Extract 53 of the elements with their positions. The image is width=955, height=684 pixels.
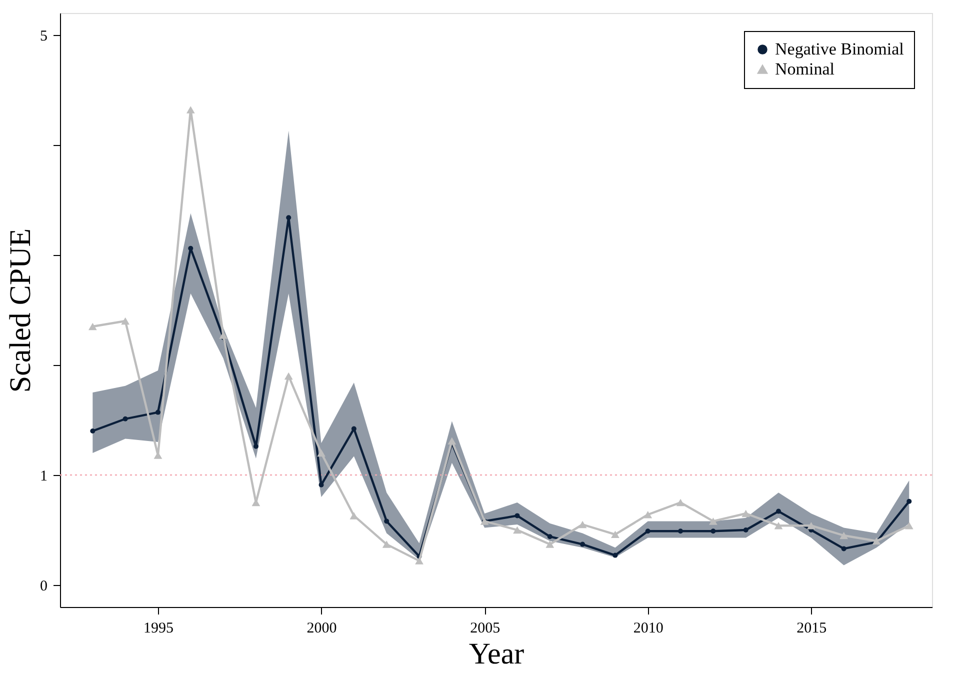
point: [678, 528, 684, 534]
point: [318, 482, 324, 488]
point: [253, 444, 258, 449]
y-tick-label: 5: [40, 28, 48, 44]
legend-label: Nominal: [775, 60, 835, 78]
point: [122, 416, 128, 422]
point: [612, 552, 618, 558]
point: [743, 528, 748, 532]
point: [514, 513, 520, 518]
point: [286, 215, 292, 220]
point: [904, 522, 914, 530]
legend-label: Negative Binomial: [775, 40, 904, 58]
point: [742, 510, 750, 518]
x-axis-title: Year: [468, 638, 524, 670]
point: [806, 522, 816, 530]
point: [710, 528, 716, 534]
point: [644, 510, 652, 518]
point: [284, 372, 293, 380]
point: [645, 528, 650, 534]
y-axis-title: Scaled CPUE: [4, 228, 37, 393]
point: [580, 542, 586, 547]
point: [709, 518, 718, 525]
point: [351, 426, 356, 432]
x-tick-label: 1995: [143, 620, 174, 636]
point: [90, 428, 96, 434]
x-tick-label: 2010: [633, 620, 664, 636]
point: [88, 322, 97, 330]
x-tick-label: 2000: [306, 620, 337, 636]
point: [382, 540, 391, 548]
point: [872, 537, 881, 545]
point: [774, 522, 783, 530]
point: [776, 508, 781, 514]
point: [547, 534, 552, 540]
x-tick-label: 2005: [470, 620, 500, 636]
point: [317, 449, 326, 457]
point: [513, 526, 522, 534]
point: [188, 246, 194, 251]
x-tick-label: 2015: [796, 620, 827, 636]
point: [676, 498, 685, 506]
point: [186, 106, 195, 114]
point: [384, 518, 390, 524]
point: [840, 532, 848, 540]
point: [611, 530, 620, 538]
point: [415, 557, 424, 564]
y-tick-label: 0: [40, 578, 48, 594]
point: [578, 520, 587, 528]
point: [841, 546, 846, 552]
point: [906, 498, 912, 504]
point: [155, 410, 160, 415]
point: [448, 437, 456, 445]
point: [546, 540, 554, 548]
y-tick-label: 1: [40, 468, 48, 484]
point: [121, 317, 130, 325]
